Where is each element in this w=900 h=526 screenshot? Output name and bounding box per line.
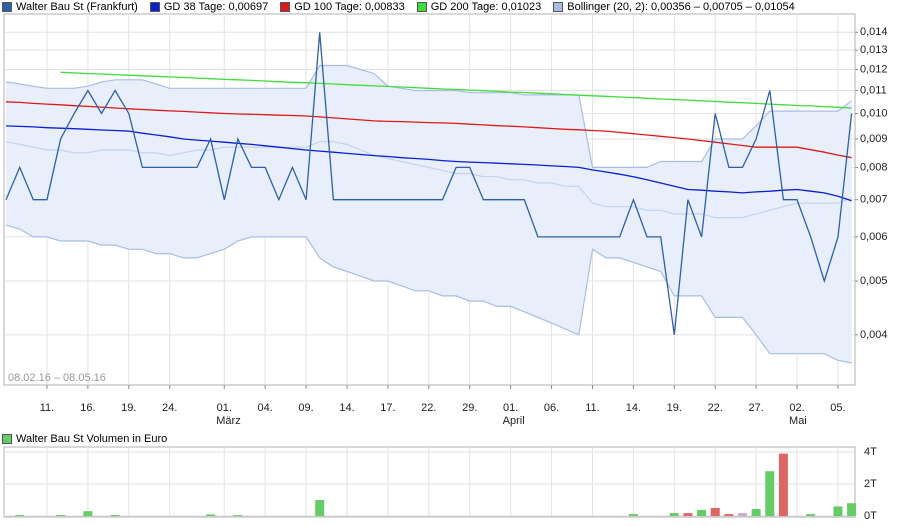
y-tick-label: 0,009 bbox=[860, 133, 888, 145]
y-tick-label: 0,005 bbox=[860, 275, 888, 287]
y-tick-label: 0,010 bbox=[860, 107, 888, 119]
volume-bar bbox=[847, 503, 857, 516]
date-range: 08.02.16 – 08.05.16 bbox=[8, 372, 106, 384]
x-tick-label: 11. bbox=[585, 402, 599, 414]
x-month-label: Mai bbox=[789, 415, 807, 427]
legend-label: GD 100 Tage: 0,00833 bbox=[294, 1, 405, 13]
x-tick-label: 06. bbox=[544, 402, 559, 414]
volume-bar bbox=[806, 514, 816, 516]
volume-bar bbox=[683, 513, 693, 516]
legend-label: GD 38 Tage: 0,00697 bbox=[163, 1, 269, 13]
x-tick-label: 04. bbox=[258, 402, 273, 414]
volume-bar bbox=[724, 514, 734, 516]
price-line bbox=[5, 32, 853, 335]
x-month-label: April bbox=[503, 415, 525, 427]
legend-label: GD 200 Tage: 0,01023 bbox=[430, 1, 542, 13]
volume-bar bbox=[15, 515, 25, 516]
y-tick-label: 0T bbox=[864, 510, 877, 522]
x-tick-label: 01. bbox=[217, 402, 232, 414]
volume-bar bbox=[233, 515, 243, 516]
y-tick-label: 0,014 bbox=[860, 26, 888, 38]
legend: Walter Bau St (Frankfurt) GD 38 Tage: 0,0… bbox=[2, 0, 807, 14]
x-tick-label: 22. bbox=[421, 402, 436, 414]
x-tick-label: 29. bbox=[462, 402, 477, 414]
volume-legend: Walter Bau St Volumen in Euro bbox=[2, 433, 167, 445]
moving-average bbox=[5, 101, 852, 159]
x-tick-label: 14. bbox=[339, 402, 354, 414]
legend-label: Bollinger (20, 2): 0,00356 – 0,00705 – 0… bbox=[567, 1, 795, 13]
x-tick-label: 09. bbox=[298, 402, 313, 414]
x-tick-label: 16. bbox=[80, 402, 95, 414]
x-tick-label: 05. bbox=[830, 402, 845, 414]
volume-bar bbox=[697, 509, 707, 516]
legend-swatch bbox=[2, 2, 12, 12]
x-tick-label: 01. bbox=[503, 402, 518, 414]
volume-bar bbox=[315, 500, 325, 516]
volume-bar bbox=[669, 513, 679, 516]
volume-bar bbox=[628, 514, 638, 516]
legend-item: GD 38 Tage: 0,00697 bbox=[149, 0, 269, 14]
legend-item: Bollinger (20, 2): 0,00356 – 0,00705 – 0… bbox=[553, 0, 795, 14]
volume-bar bbox=[778, 453, 788, 516]
volume-bar bbox=[83, 511, 93, 516]
x-tick-label: 19. bbox=[121, 402, 136, 414]
x-tick-label: 24. bbox=[162, 402, 177, 414]
volume-bar bbox=[765, 471, 775, 516]
y-tick-label: 0,011 bbox=[860, 84, 887, 96]
x-tick-label: 17. bbox=[380, 402, 395, 414]
legend-swatch bbox=[280, 2, 291, 12]
legend-swatch bbox=[149, 2, 160, 12]
volume-bar bbox=[833, 506, 843, 516]
legend-item: Walter Bau St (Frankfurt) bbox=[2, 0, 138, 14]
moving-average bbox=[5, 125, 852, 202]
volume-bar bbox=[56, 515, 66, 516]
legend-label: Walter Bau St Volumen in Euro bbox=[16, 433, 168, 445]
x-tick-label: 14. bbox=[626, 402, 641, 414]
legend-item: GD 200 Tage: 0,01023 bbox=[416, 0, 542, 14]
y-tick-label: 0,008 bbox=[860, 161, 888, 173]
x-tick-label: 22. bbox=[708, 402, 723, 414]
x-tick-label: 11. bbox=[40, 402, 54, 414]
x-month-label: März bbox=[216, 415, 240, 427]
bollinger-upper bbox=[5, 64, 852, 168]
y-tick-label: 0,004 bbox=[860, 329, 888, 341]
legend-label: Walter Bau St (Frankfurt) bbox=[16, 1, 138, 13]
y-tick-label: 0,012 bbox=[860, 63, 888, 75]
x-tick-label: 02. bbox=[789, 402, 804, 414]
plot-frame bbox=[3, 446, 856, 518]
y-tick-label: 2T bbox=[864, 478, 877, 490]
bollinger-band bbox=[6, 65, 852, 363]
legend-swatch bbox=[553, 2, 564, 12]
volume-bar bbox=[737, 513, 747, 516]
x-tick-label: 19. bbox=[667, 402, 682, 414]
volume-bar bbox=[206, 514, 216, 516]
bollinger-middle bbox=[5, 141, 852, 219]
x-tick-label: 27. bbox=[748, 402, 763, 414]
legend-item: GD 100 Tage: 0,00833 bbox=[280, 0, 405, 14]
moving-average bbox=[60, 71, 852, 109]
y-tick-label: 4T bbox=[864, 446, 877, 458]
y-tick-label: 0,013 bbox=[860, 44, 888, 56]
volume-bar bbox=[751, 508, 761, 516]
bollinger-lower bbox=[5, 224, 852, 364]
legend-swatch bbox=[2, 434, 12, 444]
y-tick-label: 0,006 bbox=[860, 231, 888, 243]
y-tick-label: 0,007 bbox=[860, 194, 888, 206]
legend-swatch bbox=[416, 2, 427, 12]
volume-bar bbox=[110, 515, 120, 516]
volume-bar bbox=[710, 508, 720, 516]
